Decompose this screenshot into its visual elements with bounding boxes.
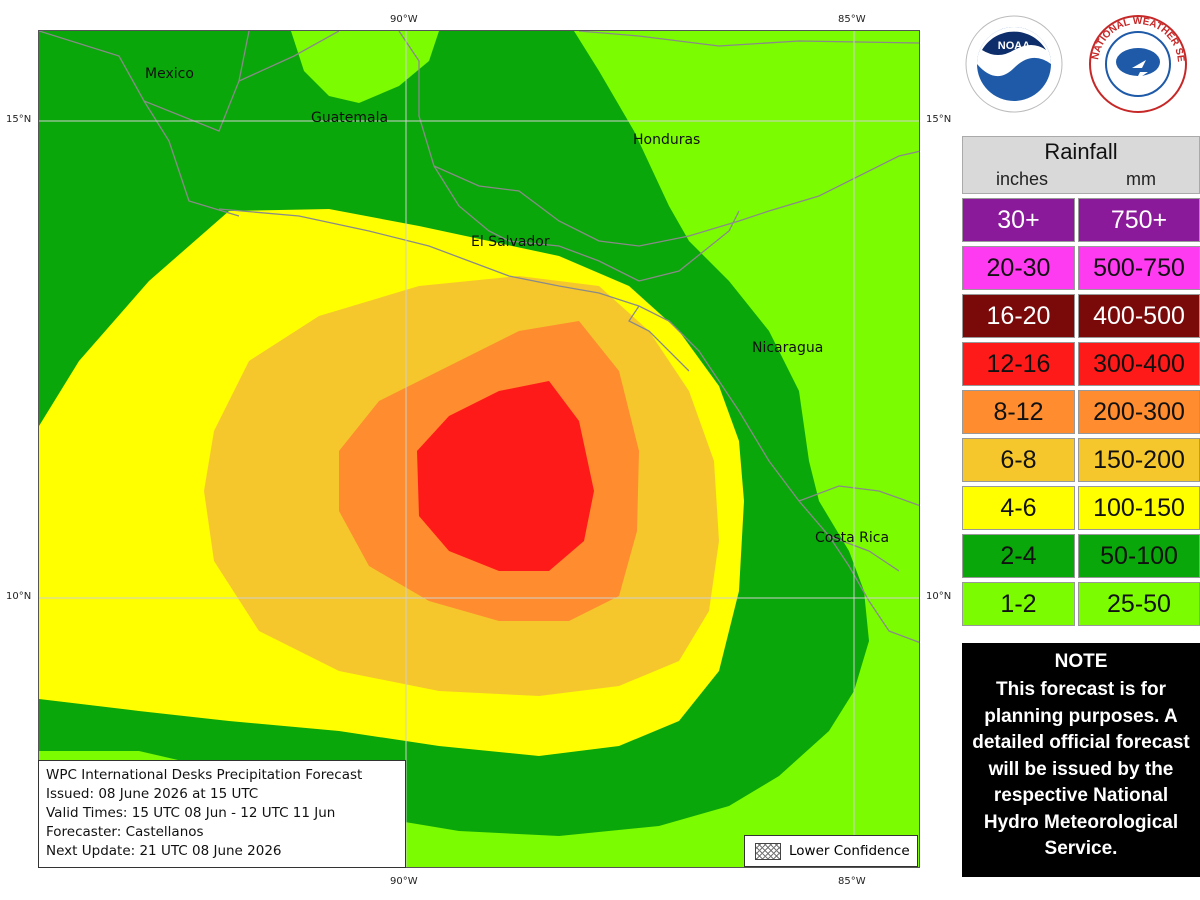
legend-unit-inches: inches — [995, 169, 1049, 189]
legend-row: 8-12 200-300 — [962, 390, 1200, 434]
lon-label-bottom-90w: 90°W — [390, 876, 418, 887]
legend-cell-inches: 8-12 — [962, 390, 1075, 434]
noaa-logo-icon: NOAA — [965, 15, 1063, 113]
legend-cell-mm: 500-750 — [1078, 246, 1200, 290]
legend-row: 30+ 750+ — [962, 198, 1200, 242]
label-honduras: Honduras — [633, 132, 701, 148]
graticule — [39, 31, 919, 867]
legend-cell-inches: 30+ — [962, 198, 1075, 242]
legend-cell-mm: 200-300 — [1078, 390, 1200, 434]
info-next-update: Next Update: 21 UTC 08 June 2026 — [46, 843, 282, 859]
label-el-salvador: El Salvador — [471, 234, 550, 250]
legend-rows: 30+ 750+ 20-30 500-750 16-20 400-500 12-16 300-… — [962, 198, 1200, 626]
lon-label-top-90w: 90°W — [390, 14, 418, 25]
label-nicaragua: Nicaragua — [752, 340, 824, 356]
legend-cell-mm: 750+ — [1078, 198, 1200, 242]
legend-cell-inches: 4-6 — [962, 486, 1075, 530]
lower-confidence-label: Lower Confidence — [789, 843, 910, 859]
label-costa-rica: Costa Rica — [815, 530, 890, 546]
lat-label-right-10n: 10°N — [926, 591, 952, 602]
agency-logos: NOAA NATIONAL WEATHER SERVICE — [958, 2, 1198, 120]
contour-1-2-bottom — [39, 751, 139, 753]
legend-cell-mm: 100-150 — [1078, 486, 1200, 530]
contour-1-2-hole — [291, 31, 439, 103]
legend-row: 2-4 50-100 — [962, 534, 1200, 578]
legend-row: 4-6 100-150 — [962, 486, 1200, 530]
legend-cell-inches: 1-2 — [962, 582, 1075, 626]
label-guatemala: Guatemala — [311, 110, 389, 126]
label-mexico: Mexico — [145, 66, 194, 82]
rainfall-legend: Rainfall inches mm 30+ 750+ 20-30 500-750 16… — [962, 136, 1200, 626]
legend-cell-inches: 20-30 — [962, 246, 1075, 290]
lat-label-right-15n: 15°N — [926, 114, 952, 125]
lon-label-bottom-85w: 85°W — [838, 876, 866, 887]
legend-row: 16-20 400-500 — [962, 294, 1200, 338]
legend-unit-mm: mm — [1126, 169, 1156, 189]
rainfall-contours — [39, 31, 919, 867]
info-issued: Issued: 08 June 2026 at 15 UTC — [46, 786, 259, 802]
country-borders — [39, 31, 919, 643]
legend-header: Rainfall inches mm — [962, 136, 1200, 194]
legend-cell-inches: 6-8 — [962, 438, 1075, 482]
legend-row: 6-8 150-200 — [962, 438, 1200, 482]
info-title: WPC International Desks Precipitation Fo… — [46, 767, 363, 783]
legend-cell-inches: 12-16 — [962, 342, 1075, 386]
lat-label-left-15n: 15°N — [6, 114, 32, 125]
lat-label-left-10n: 10°N — [6, 591, 32, 602]
legend-cell-inches: 2-4 — [962, 534, 1075, 578]
forecast-info-box: WPC International Desks Precipitation Fo… — [38, 760, 406, 868]
legend-cell-mm: 50-100 — [1078, 534, 1200, 578]
info-forecaster: Forecaster: Castellanos — [46, 824, 204, 840]
lon-label-top-85w: 85°W — [838, 14, 866, 25]
info-valid-times: Valid Times: 15 UTC 08 Jun - 12 UTC 11 J… — [46, 805, 336, 821]
legend-cell-inches: 16-20 — [962, 294, 1075, 338]
rainfall-map: Mexico Guatemala Honduras El Salvador Ni… — [38, 30, 920, 868]
note-text: This forecast is for planning purposes. … — [972, 679, 1190, 859]
legend-row: 1-2 25-50 — [962, 582, 1200, 626]
legend-cell-mm: 400-500 — [1078, 294, 1200, 338]
legend-cell-mm: 150-200 — [1078, 438, 1200, 482]
lower-confidence-legend: Lower Confidence — [744, 835, 918, 867]
noaa-logo-text: NOAA — [998, 40, 1030, 52]
note-box: NOTE This forecast is for planning purpo… — [962, 643, 1200, 877]
legend-cell-mm: 25-50 — [1078, 582, 1200, 626]
hatch-swatch-icon — [755, 842, 781, 860]
legend-title: Rainfall — [1044, 139, 1118, 164]
contour-12-16 — [417, 381, 594, 571]
legend-row: 12-16 300-400 — [962, 342, 1200, 386]
legend-cell-mm: 300-400 — [1078, 342, 1200, 386]
legend-row: 20-30 500-750 — [962, 246, 1200, 290]
note-title: NOTE — [1054, 651, 1108, 672]
